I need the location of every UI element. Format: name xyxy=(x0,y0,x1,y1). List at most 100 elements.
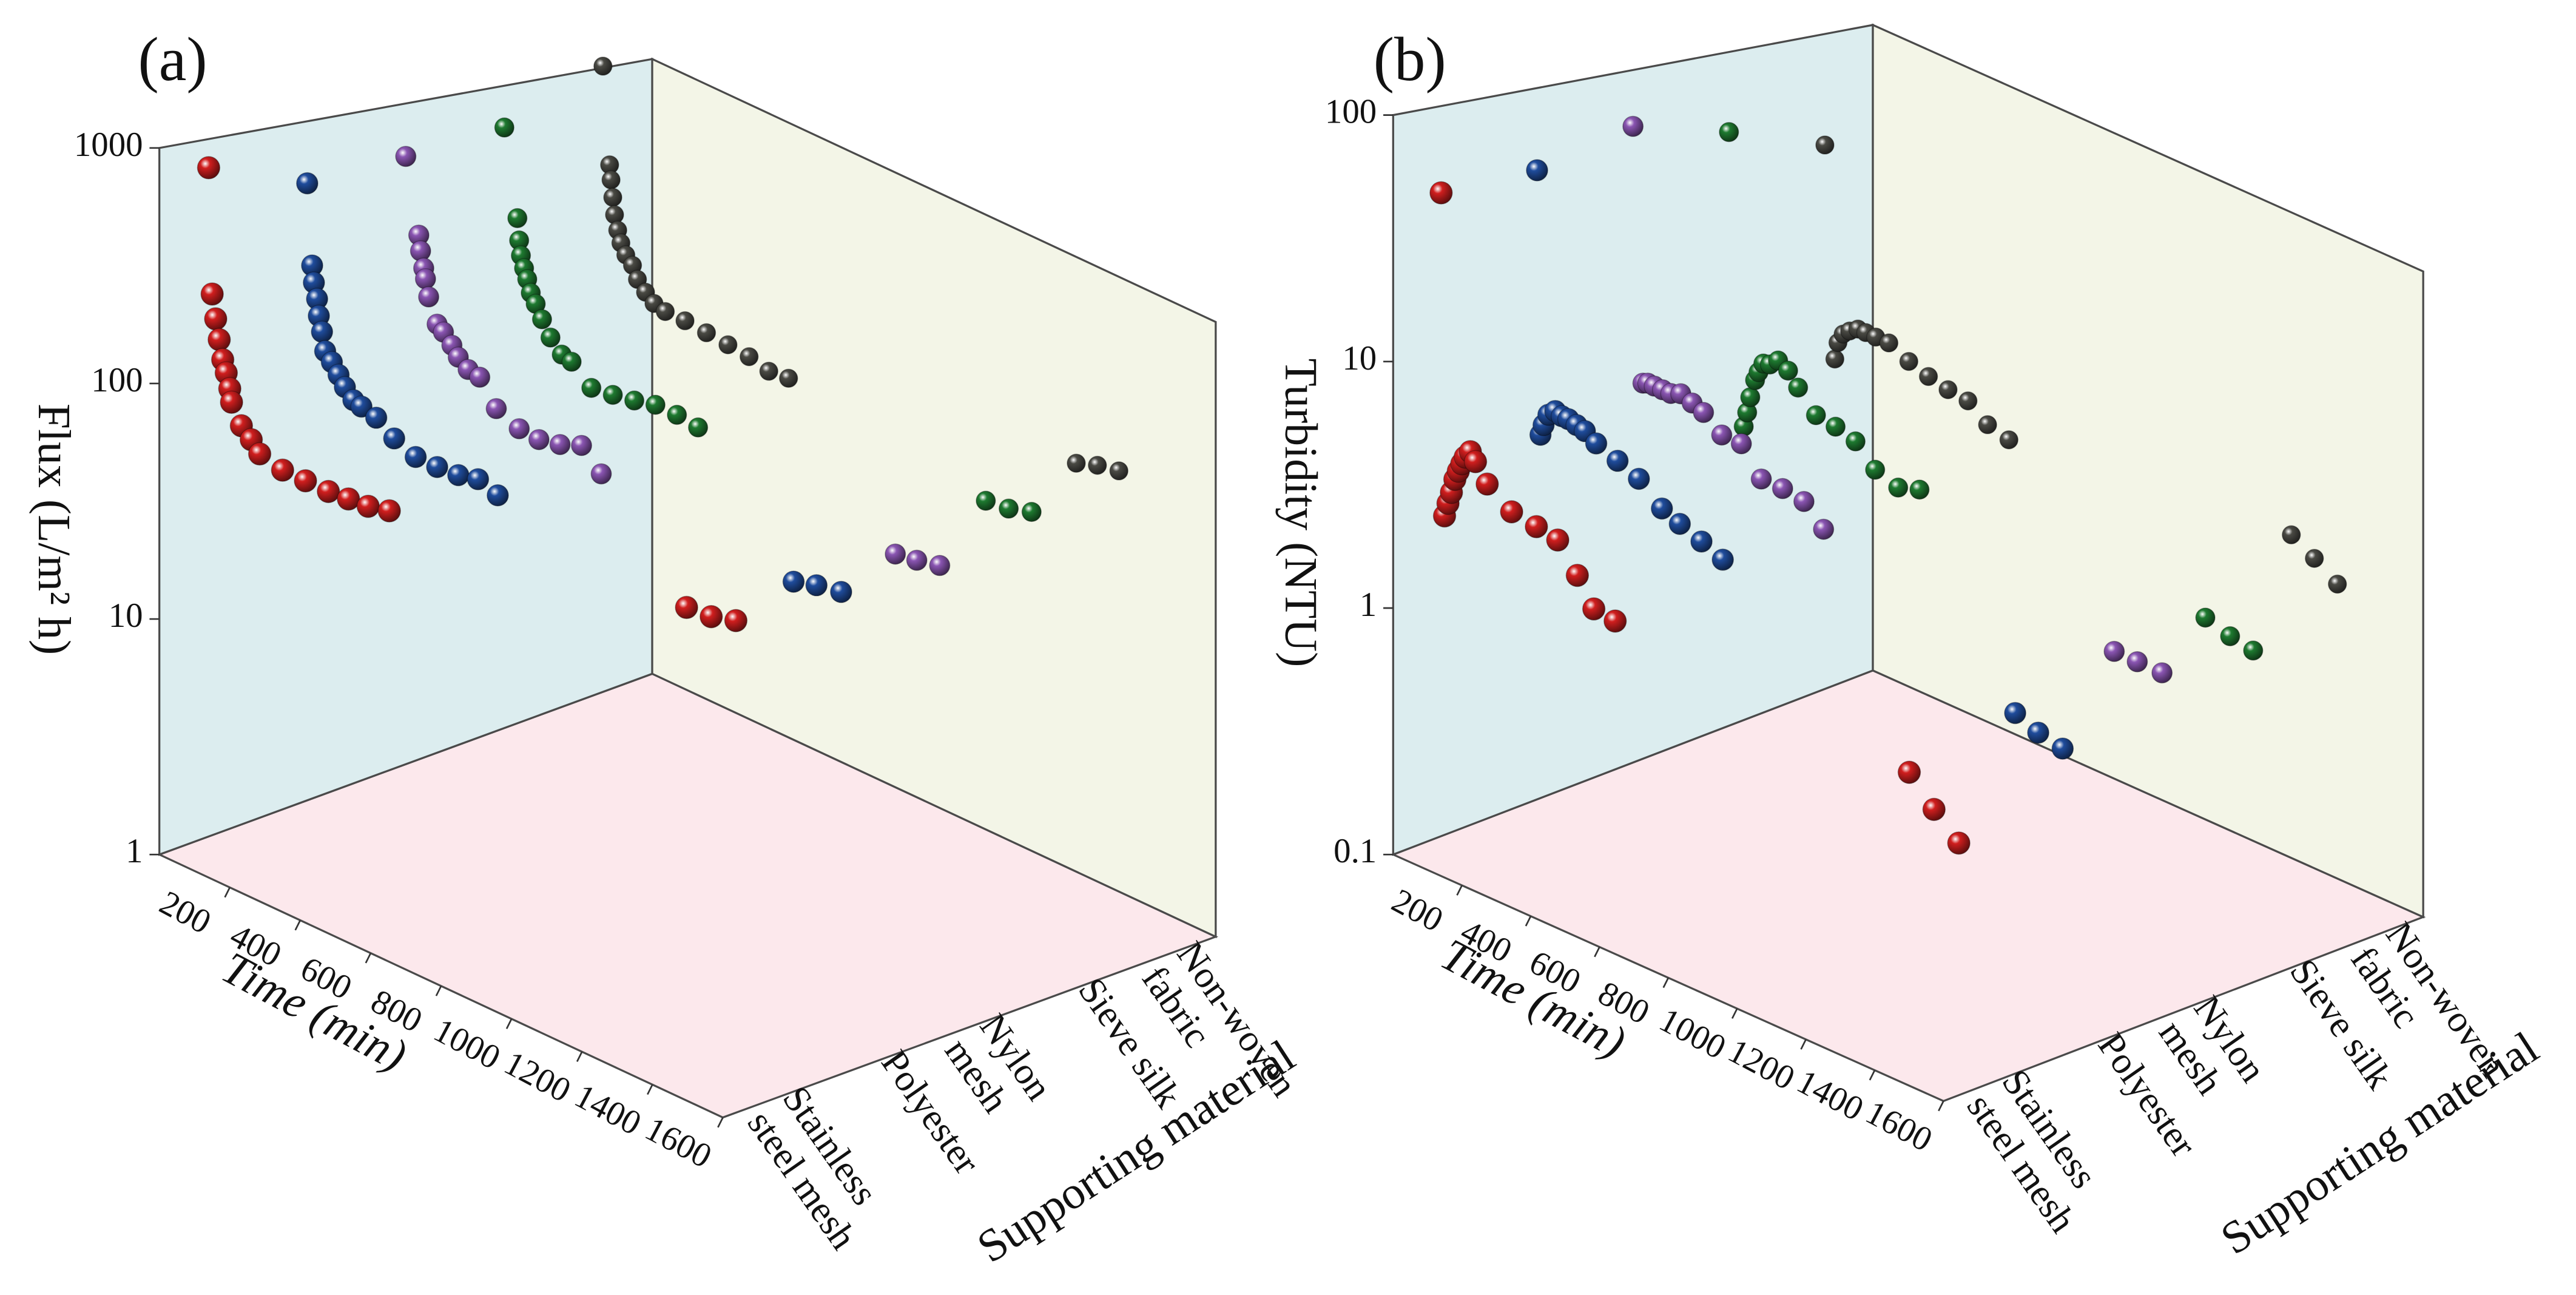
sphere-point xyxy=(1429,181,1453,205)
sphere-point xyxy=(1918,367,1938,387)
sphere-point xyxy=(2126,651,2148,672)
x-tick-label: 1400 xyxy=(568,1077,647,1143)
sphere-point xyxy=(759,362,778,381)
sphere-point xyxy=(561,351,582,372)
y-axis-title: Flux (L/m² h) xyxy=(29,404,79,655)
sphere-point xyxy=(782,570,805,593)
panel-label: (a) xyxy=(138,25,207,94)
sphere-point xyxy=(311,320,334,343)
sphere-point xyxy=(220,390,243,414)
sphere-point xyxy=(601,170,621,190)
sphere-point xyxy=(1711,424,1733,446)
sphere-point xyxy=(294,469,317,493)
sphere-point xyxy=(1778,360,1798,381)
sphere-point xyxy=(1815,135,1835,155)
x-tick xyxy=(294,919,302,931)
y-tick-label: 1000 xyxy=(74,126,143,164)
x-tick xyxy=(647,1084,653,1095)
x-tick-label: 1600 xyxy=(639,1109,718,1175)
sphere-point xyxy=(2282,525,2301,545)
sphere-point xyxy=(885,543,906,565)
sphere-point xyxy=(2327,574,2347,594)
sphere-point xyxy=(248,442,272,466)
sphere-point xyxy=(1565,563,1590,587)
sphere-point xyxy=(1606,450,1629,472)
x-tick xyxy=(1731,1008,1738,1019)
x-tick xyxy=(1938,1100,1944,1112)
x-tick xyxy=(717,1117,724,1128)
sphere-point xyxy=(593,56,613,76)
sphere-point xyxy=(1585,432,1608,455)
sphere-point xyxy=(383,427,406,450)
x-tick-label: 1000 xyxy=(1653,1001,1732,1067)
sphere-point xyxy=(603,188,622,208)
sphere-point xyxy=(675,595,698,620)
sphere-point xyxy=(1693,402,1715,424)
sphere-point xyxy=(485,397,507,419)
sphere-point xyxy=(906,549,928,571)
x-tick xyxy=(224,887,231,898)
y-tick-label: 10 xyxy=(1342,339,1377,377)
x-tick-label: 1200 xyxy=(498,1044,577,1110)
sphere-point xyxy=(1958,391,1978,411)
sphere-point xyxy=(675,311,695,331)
sphere-point xyxy=(739,347,759,367)
x-tick-label: 1400 xyxy=(1791,1062,1870,1128)
panel-label: (b) xyxy=(1374,25,1446,94)
sphere-point xyxy=(1730,433,1752,455)
sphere-point xyxy=(805,574,828,597)
sphere-point xyxy=(1500,500,1523,524)
sphere-point xyxy=(2243,640,2264,661)
sphere-point xyxy=(531,309,553,330)
side-wall xyxy=(1872,23,2424,919)
series xyxy=(1429,181,1971,855)
sphere-point xyxy=(296,172,319,195)
sphere-point xyxy=(1603,609,1627,633)
sphere-point xyxy=(2305,549,2324,568)
sphere-point xyxy=(602,385,623,405)
sphere-point xyxy=(1546,528,1570,552)
sphere-point xyxy=(1463,450,1488,473)
sphere-point xyxy=(605,205,624,225)
sphere-point xyxy=(507,208,528,229)
sphere-point xyxy=(2027,722,2049,744)
sphere-point xyxy=(1067,453,1086,473)
sphere-point xyxy=(655,302,675,322)
y-tick-label: 10 xyxy=(109,597,143,635)
sphere-point xyxy=(1088,456,1107,475)
sphere-point xyxy=(271,458,295,482)
sphere-point xyxy=(667,405,687,425)
sphere-point xyxy=(1690,530,1713,553)
series xyxy=(593,56,1128,481)
y-tick-label: 0.1 xyxy=(1334,832,1377,870)
series xyxy=(296,172,852,603)
sphere-point xyxy=(1938,380,1958,399)
sphere-point xyxy=(540,327,561,348)
x-tick-label: 1000 xyxy=(428,1011,507,1077)
sphere-point xyxy=(1845,431,1866,451)
y-tick-label: 100 xyxy=(1325,93,1377,131)
sphere-point xyxy=(2103,641,2125,662)
x-tick xyxy=(1525,916,1532,927)
sphere-point xyxy=(1475,472,1499,496)
x-tick-label: 1600 xyxy=(1860,1093,1938,1159)
sphere-point xyxy=(410,240,431,262)
sphere-point xyxy=(645,394,666,415)
sphere-point xyxy=(1922,797,1946,821)
x-tick-label: 1200 xyxy=(1722,1032,1801,1098)
y-tick-label: 1 xyxy=(1360,586,1377,624)
sphere-point xyxy=(1788,377,1809,398)
x-tick xyxy=(1800,1039,1807,1050)
sphere-point xyxy=(1109,461,1128,481)
sphere-point xyxy=(356,495,380,518)
sphere-point xyxy=(1772,478,1793,499)
sphere-point xyxy=(414,268,436,289)
sphere-point xyxy=(2195,607,2216,628)
sphere-point xyxy=(426,456,448,478)
x-tick xyxy=(1869,1070,1876,1081)
sphere-point xyxy=(929,555,951,576)
sphere-point xyxy=(1740,387,1761,408)
sphere-point xyxy=(1909,479,1930,500)
sphere-point xyxy=(1888,477,1909,498)
